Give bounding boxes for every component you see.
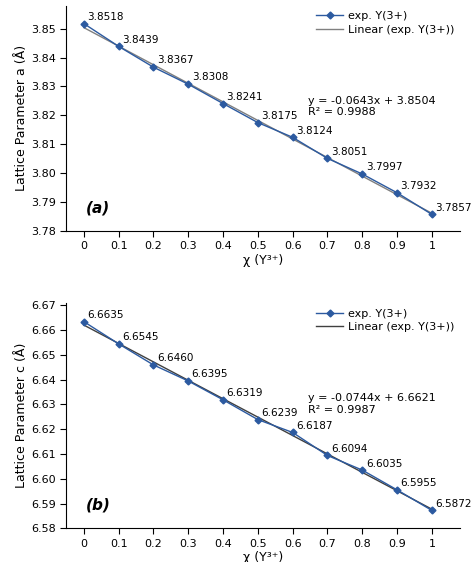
Y-axis label: Lattice Parameter c (Å): Lattice Parameter c (Å) bbox=[16, 343, 28, 488]
Y-axis label: Lattice Parameter a (Å): Lattice Parameter a (Å) bbox=[15, 45, 28, 191]
Text: 6.6545: 6.6545 bbox=[122, 332, 159, 342]
Text: y = -0.0744x + 6.6621
R² = 0.9987: y = -0.0744x + 6.6621 R² = 0.9987 bbox=[308, 393, 436, 415]
Text: 3.7857: 3.7857 bbox=[436, 203, 472, 212]
Legend: exp. Y(3+), Linear (exp. Y(3+)): exp. Y(3+), Linear (exp. Y(3+)) bbox=[316, 11, 454, 34]
Text: y = -0.0643x + 3.8504
R² = 0.9988: y = -0.0643x + 3.8504 R² = 0.9988 bbox=[308, 96, 436, 117]
Text: 3.8241: 3.8241 bbox=[227, 92, 263, 102]
Text: 6.6035: 6.6035 bbox=[366, 459, 402, 469]
Text: 3.8518: 3.8518 bbox=[87, 12, 124, 22]
Text: 3.8124: 3.8124 bbox=[296, 125, 333, 135]
X-axis label: χ (Y³⁺): χ (Y³⁺) bbox=[243, 551, 283, 562]
Text: 3.7997: 3.7997 bbox=[366, 162, 402, 173]
Text: 6.5955: 6.5955 bbox=[401, 478, 437, 488]
Text: (a): (a) bbox=[86, 200, 110, 215]
Text: 6.5872: 6.5872 bbox=[436, 499, 472, 509]
Text: 6.6319: 6.6319 bbox=[227, 388, 263, 398]
Text: 3.7932: 3.7932 bbox=[401, 181, 437, 191]
Text: (b): (b) bbox=[86, 497, 111, 513]
Text: 3.8439: 3.8439 bbox=[122, 35, 159, 44]
Text: 6.6094: 6.6094 bbox=[331, 444, 367, 454]
Legend: exp. Y(3+), Linear (exp. Y(3+)): exp. Y(3+), Linear (exp. Y(3+)) bbox=[316, 309, 454, 332]
Text: 6.6187: 6.6187 bbox=[296, 421, 333, 431]
Text: 6.6460: 6.6460 bbox=[157, 353, 193, 364]
Text: 3.8051: 3.8051 bbox=[331, 147, 367, 157]
Text: 6.6239: 6.6239 bbox=[261, 408, 298, 418]
Text: 3.8175: 3.8175 bbox=[261, 111, 298, 121]
X-axis label: χ (Y³⁺): χ (Y³⁺) bbox=[243, 254, 283, 267]
Text: 3.8367: 3.8367 bbox=[157, 56, 193, 65]
Text: 6.6635: 6.6635 bbox=[87, 310, 124, 320]
Text: 6.6395: 6.6395 bbox=[191, 369, 228, 379]
Text: 3.8308: 3.8308 bbox=[191, 72, 228, 83]
